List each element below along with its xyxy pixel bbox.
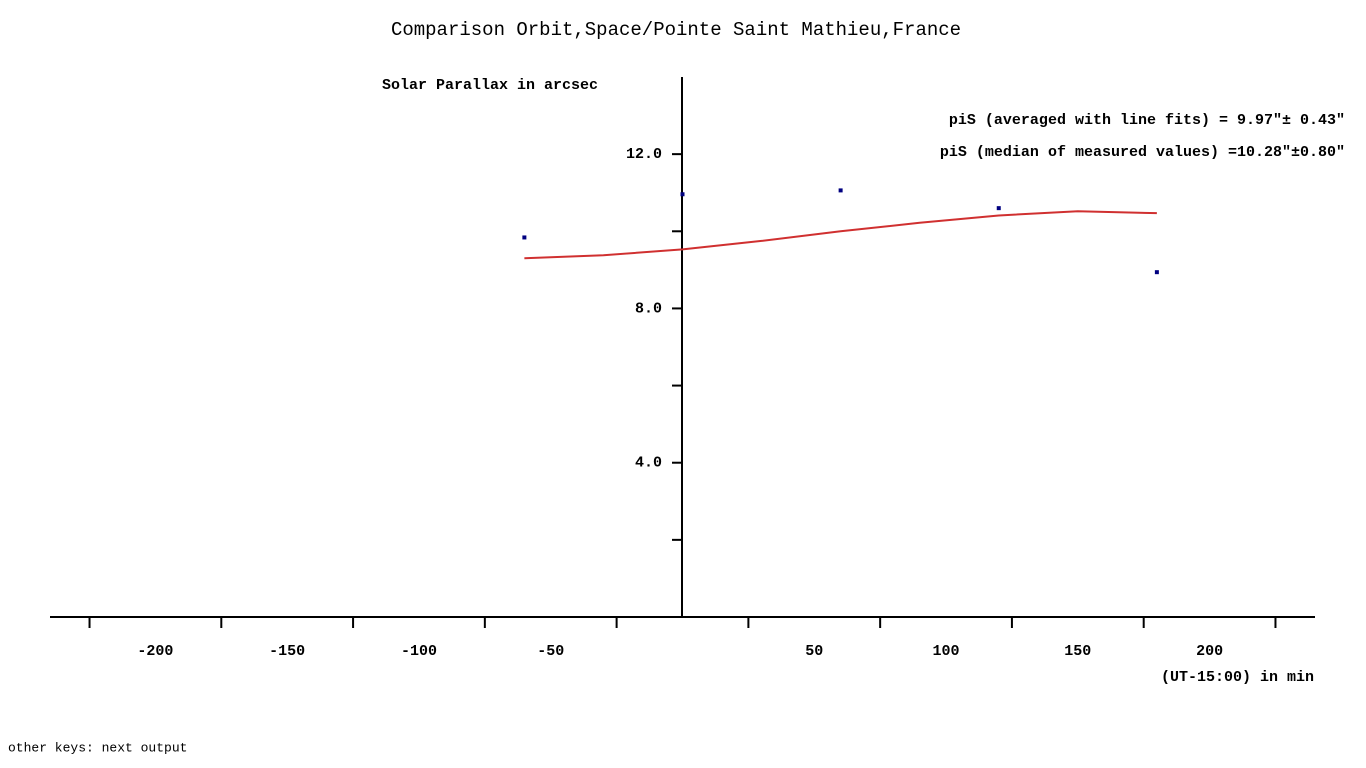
chart-title: Comparison Orbit,Space/Pointe Saint Math… xyxy=(391,19,961,41)
y-tick-label: 12.0 xyxy=(626,146,662,163)
y-axis-label: Solar Parallax in arcsec xyxy=(382,77,598,94)
annotation: piS (averaged with line fits) = 9.97"± 0… xyxy=(949,112,1345,129)
fit-line xyxy=(524,210,1157,260)
x-tick-label: 50 xyxy=(805,643,823,660)
x-tick-label: 150 xyxy=(1064,643,1091,660)
x-tick-label: -100 xyxy=(401,643,437,660)
y-tick-label: 4.0 xyxy=(635,455,662,472)
data-point xyxy=(1154,270,1159,275)
data-point xyxy=(522,235,527,240)
x-tick-label: -150 xyxy=(269,643,305,660)
footer: other keys: next output xyxy=(8,740,187,755)
x-tick-label: -200 xyxy=(137,643,173,660)
x-tick-label: -50 xyxy=(537,643,564,660)
annotation: piS (median of measured values) =10.28"±… xyxy=(940,144,1345,161)
data-point xyxy=(680,192,685,197)
x-axis-label: (UT-15:00) in min xyxy=(1161,669,1314,686)
x-tick-label: 200 xyxy=(1196,643,1223,660)
data-point xyxy=(838,188,843,193)
x-tick-label: 100 xyxy=(933,643,960,660)
y-tick-label: 8.0 xyxy=(635,300,662,317)
data-point xyxy=(996,206,1001,211)
